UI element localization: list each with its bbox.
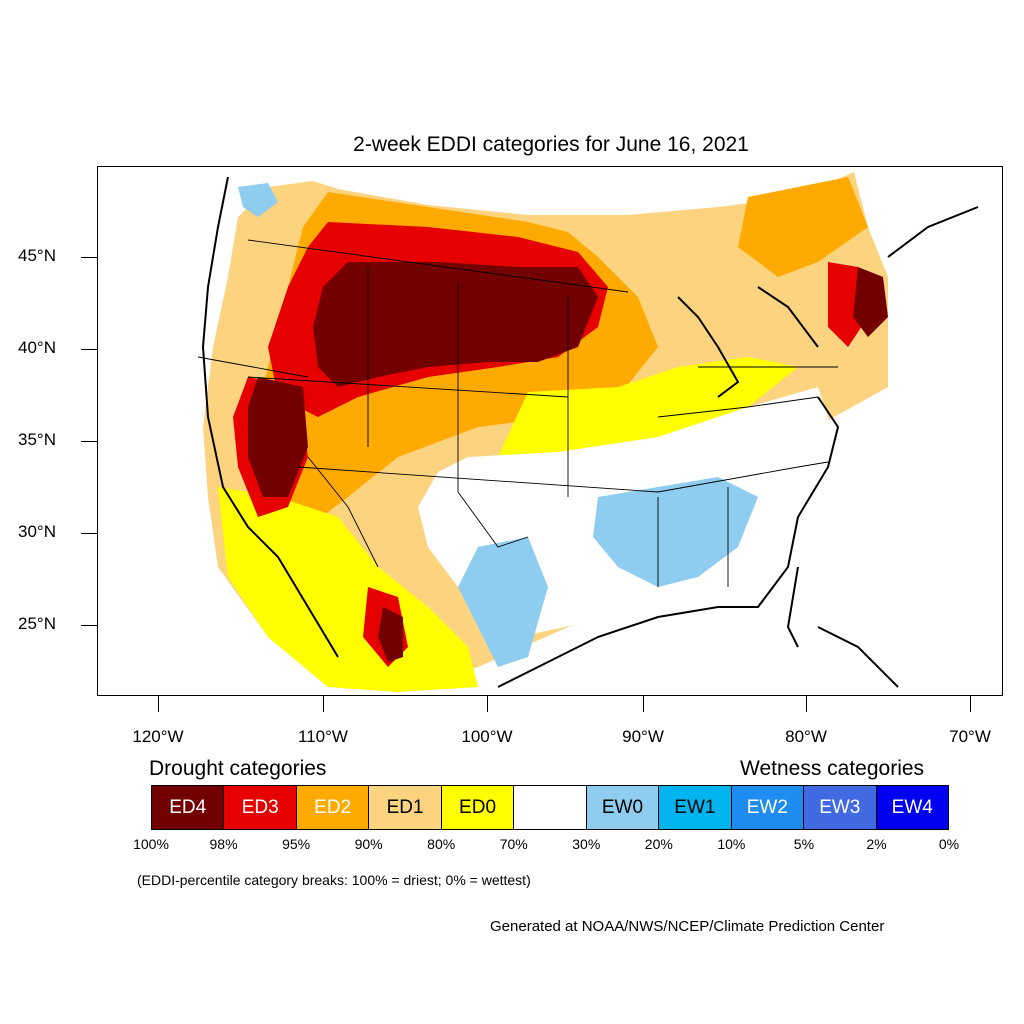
percentile-label: 0% (938, 836, 960, 852)
percentile-label: 30% (572, 836, 601, 852)
lat-label-40: 40°N (18, 338, 56, 357)
legend-box-ed1: ED1 (369, 786, 442, 829)
lon-label-100: 100°W (461, 727, 513, 746)
lon-label-70: 70°W (949, 727, 991, 746)
lon-label-120: 120°W (132, 727, 184, 746)
legend-box-ew3: EW3 (804, 786, 877, 829)
ed0-band-southwest (218, 487, 478, 692)
legend-box-ed4: ED4 (152, 786, 225, 829)
lat-tick-45 (81, 257, 97, 258)
percentile-label: 80% (427, 836, 456, 852)
legend-box-ew2: EW2 (731, 786, 805, 829)
ew0-patch-northwest (238, 183, 278, 217)
legend-box-ed3: ED3 (224, 786, 297, 829)
legend-box-ew0: EW0 (586, 786, 660, 829)
category-note: (EDDI-percentile category breaks: 100% =… (137, 872, 531, 888)
ed4-zone-northern-plains (313, 262, 598, 387)
lat-label-45: 45°N (18, 246, 56, 265)
ew0-patch-texas (458, 537, 548, 667)
wetness-heading: Wetness categories (740, 757, 925, 780)
category-legend: ED4 ED3 ED2 ED1 ED0 EW0 EW1 EW2 EW3 EW4 (151, 785, 949, 830)
lon-label-90: 90°W (622, 727, 664, 746)
ed2-zone-northeast (738, 177, 868, 277)
eddi-map (97, 166, 1003, 696)
legend-box-ed2: ED2 (296, 786, 370, 829)
legend-box-ed0: ED0 (441, 786, 515, 829)
coastlines (201, 176, 979, 688)
lon-label-110: 110°W (298, 727, 348, 746)
legend-box-ew1: EW1 (659, 786, 732, 829)
drought-heading: Drought categories (149, 757, 327, 780)
percentile-label: 5% (793, 836, 815, 852)
lon-tick-80 (806, 696, 807, 712)
percentile-label: 2% (866, 836, 887, 852)
ed4-zone-maine (853, 267, 888, 337)
lat-tick-30 (81, 533, 97, 534)
ed0-band-east (498, 357, 798, 457)
lat-label-25: 25°N (18, 614, 56, 633)
legend-box-ew4: EW4 (876, 786, 948, 829)
lon-label-80: 80°W (785, 727, 827, 746)
lon-tick-100 (487, 696, 488, 712)
legend-box-normal (514, 786, 587, 829)
percentile-label: 10% (717, 836, 746, 852)
percentile-label: 90% (354, 836, 383, 852)
eddi-map-canvas (197, 172, 979, 692)
lat-label-30: 30°N (18, 522, 56, 541)
lon-tick-70 (970, 696, 971, 712)
ed4-zone-great-basin (248, 377, 308, 497)
lat-tick-40 (81, 349, 97, 350)
percentile-label: 100% (133, 836, 169, 852)
lon-tick-110 (323, 696, 324, 712)
lat-label-35: 35°N (18, 430, 56, 449)
lat-tick-35 (81, 441, 97, 442)
map-title: 2-week EDDI categories for June 16, 2021 (353, 133, 749, 156)
percentile-label: 70% (499, 836, 528, 852)
percentile-label: 95% (282, 836, 311, 852)
state-boundaries (197, 239, 838, 587)
percentile-label: 20% (644, 836, 673, 852)
credit-line: Generated at NOAA/NWS/NCEP/Climate Predi… (490, 918, 885, 935)
lat-tick-25 (81, 625, 97, 626)
lon-tick-90 (643, 696, 644, 712)
percentile-label: 98% (209, 836, 238, 852)
ed4-zone-mexico (378, 607, 403, 662)
lon-tick-120 (158, 696, 159, 712)
ew0-patch-south (593, 477, 758, 587)
